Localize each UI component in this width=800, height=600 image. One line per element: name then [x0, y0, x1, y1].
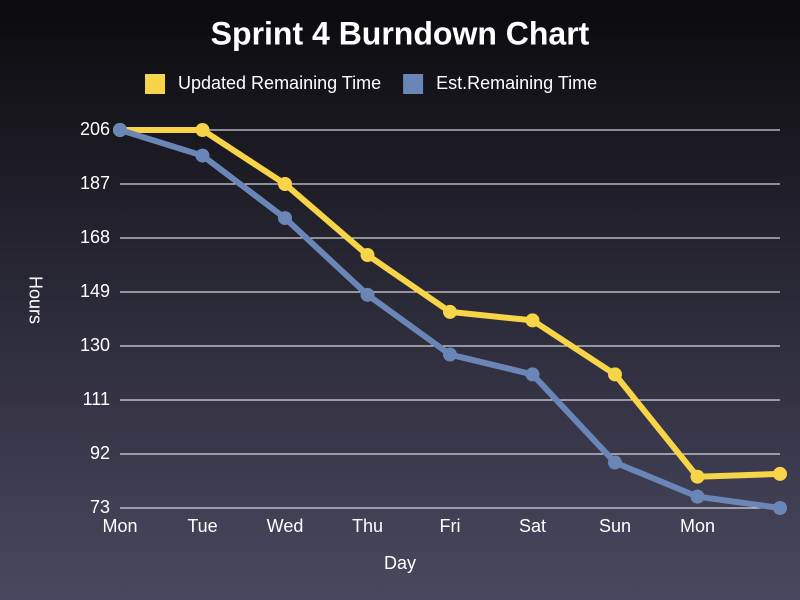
chart-title: Sprint 4 Burndown Chart — [211, 15, 590, 51]
x-tick-label: Sat — [519, 516, 546, 536]
y-tick-label: 168 — [80, 227, 110, 247]
y-tick-label: 111 — [83, 389, 110, 409]
y-tick-label: 206 — [80, 119, 110, 139]
legend-label: Updated Remaining Time — [178, 73, 381, 93]
x-tick-label: Mon — [680, 516, 715, 536]
data-point — [113, 123, 127, 137]
data-point — [773, 501, 787, 515]
data-point — [525, 367, 540, 382]
data-point — [278, 211, 292, 226]
data-point — [443, 304, 457, 319]
data-point — [608, 455, 622, 470]
data-point — [525, 313, 540, 328]
data-point — [360, 287, 375, 302]
y-tick-label: 92 — [90, 443, 110, 463]
data-point — [773, 466, 787, 481]
y-tick-label: 73 — [90, 497, 110, 517]
x-tick-label: Thu — [352, 516, 383, 536]
data-point — [195, 123, 210, 137]
data-point — [690, 469, 705, 484]
legend-swatch — [145, 74, 165, 94]
data-point — [608, 367, 622, 382]
x-tick-label: Fri — [440, 516, 461, 536]
data-point — [690, 489, 705, 504]
legend-swatch — [403, 74, 424, 94]
y-tick-label: 149 — [80, 281, 110, 301]
x-tick-label: Tue — [187, 516, 217, 536]
y-tick-label: 130 — [80, 335, 110, 355]
data-point — [195, 148, 210, 163]
x-tick-label: Sun — [599, 516, 631, 536]
data-point — [443, 347, 457, 362]
y-axis-label: Hours — [25, 276, 45, 324]
x-tick-label: Mon — [102, 516, 137, 536]
y-tick-label: 187 — [80, 173, 110, 193]
x-tick-label: Wed — [267, 516, 304, 536]
data-point — [278, 177, 292, 191]
data-point — [360, 248, 375, 263]
x-axis-label: Day — [384, 553, 416, 573]
legend-label: Est.Remaining Time — [436, 73, 597, 93]
